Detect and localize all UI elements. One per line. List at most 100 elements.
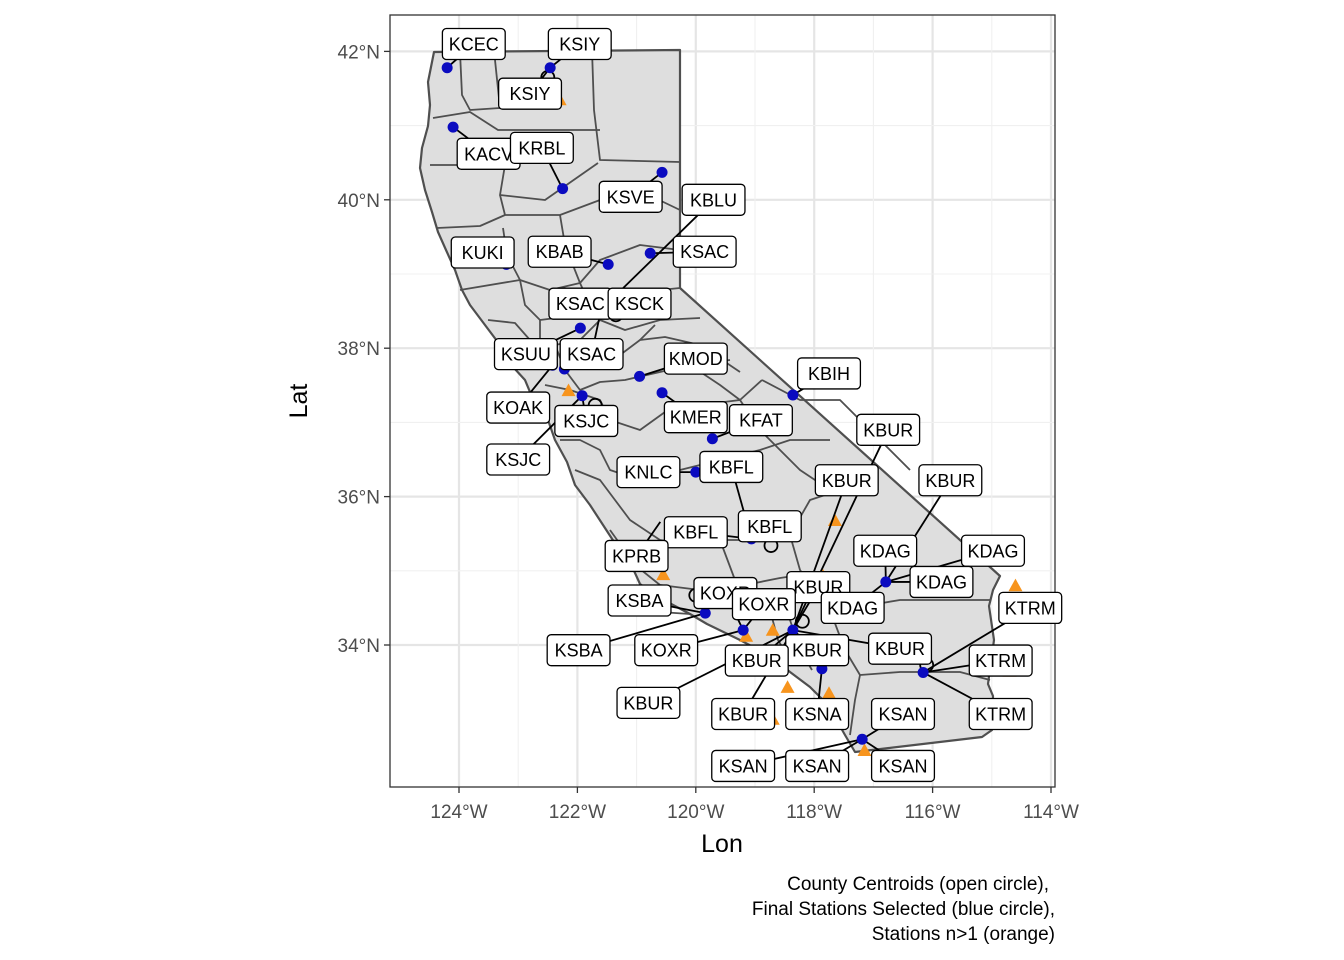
selected-station-marker <box>699 607 711 619</box>
station-label-text: KSBA <box>616 591 664 611</box>
station-label-box <box>497 77 563 110</box>
station-label: KSIY <box>547 27 612 61</box>
station-label-text: KTRM <box>1005 598 1056 618</box>
y-axis-tick-label: 36°N <box>338 488 380 509</box>
station-label: KBFL <box>663 516 728 549</box>
selected-station-marker <box>574 322 586 334</box>
station-label-box <box>527 235 592 268</box>
station-label: KTRM <box>968 697 1033 731</box>
station-label-text: KACV <box>464 144 513 164</box>
station-label-box <box>616 686 681 720</box>
station-label-text: KSIY <box>559 34 600 54</box>
station-label-text: KUKI <box>462 243 504 263</box>
selected-station-marker <box>656 166 668 178</box>
station-label-box <box>493 337 558 371</box>
selected-station-marker <box>634 370 646 382</box>
station-label: KDAG <box>853 534 918 567</box>
y-axis-tick-label: 40°N <box>338 191 380 212</box>
station-label-box <box>968 644 1033 677</box>
station-label-box <box>663 516 728 549</box>
station-label: KBUR <box>918 464 983 497</box>
station-label-box <box>731 588 796 621</box>
station-label-box <box>663 342 728 375</box>
station-label-text: KPRB <box>612 546 661 566</box>
selected-station-marker <box>441 62 453 74</box>
station-label-text: KBUR <box>822 471 872 491</box>
selected-station-marker <box>602 258 614 270</box>
x-axis-tick-label: 114°W <box>1023 802 1079 823</box>
station-label: KSNA <box>785 697 850 731</box>
station-label: KBFL <box>737 510 802 543</box>
x-axis-tick-label: 122°W <box>549 802 606 823</box>
y-axis-tick-label: 38°N <box>338 339 380 360</box>
station-label-box <box>699 450 764 484</box>
station-label: KSUU <box>493 337 558 371</box>
x-axis-title: Lon <box>701 830 743 858</box>
station-label-box <box>598 180 663 213</box>
station-label-box <box>856 413 921 446</box>
station-label-text: KBUR <box>925 471 975 491</box>
station-label: KTRM <box>998 591 1063 625</box>
station-label-text: KRBL <box>518 138 565 158</box>
station-label-text: KSNA <box>793 705 842 725</box>
station-label-box <box>450 236 515 269</box>
station-label-text: KBUR <box>875 639 925 659</box>
y-axis-tick-label: 34°N <box>338 636 380 657</box>
caption-line-selected: Final Stations Selected (blue circle), <box>752 899 1055 920</box>
station-label-box <box>785 697 850 731</box>
station-label-text: KBAB <box>536 242 584 262</box>
station-label-box <box>509 131 574 165</box>
station-label-text: KBIH <box>808 364 850 384</box>
station-label-box <box>711 697 776 731</box>
selected-station-marker <box>856 733 868 745</box>
station-label-box <box>867 632 933 665</box>
station-label-box <box>737 510 802 543</box>
selected-station-marker <box>576 390 588 402</box>
station-label-box <box>960 534 1026 567</box>
station-label-text: KBFL <box>747 517 792 537</box>
station-label: KBLU <box>681 183 746 216</box>
station-label: KSBA <box>546 634 611 667</box>
station-label-text: KSJC <box>495 450 541 470</box>
station-label: KSCK <box>607 287 672 320</box>
station-label-box <box>554 404 619 438</box>
station-label-box <box>918 464 983 497</box>
y-axis-title: Lat <box>285 384 313 419</box>
x-axis-tick-label: 120°W <box>667 802 724 823</box>
map-caption: County Centroids (open circle), Final St… <box>752 874 1055 945</box>
station-label: KSAC <box>548 287 613 320</box>
station-label: KTRM <box>968 644 1033 677</box>
station-label: KSAC <box>559 337 624 371</box>
selected-station-marker <box>917 666 929 678</box>
station-label: KNLC <box>616 455 681 489</box>
station-label-box <box>785 749 850 783</box>
multi-station-marker <box>656 567 671 581</box>
station-label: KRBL <box>509 131 574 165</box>
station-label: KBUR <box>616 686 681 720</box>
station-label-text: KSVE <box>607 187 655 207</box>
station-label: KMOD <box>663 342 728 375</box>
x-axis-tick-label: 116°W <box>905 802 961 823</box>
station-label-text: KSJC <box>563 411 609 431</box>
station-label-box <box>607 584 672 617</box>
station-label: KBUR <box>814 464 879 497</box>
selected-station-marker <box>656 387 668 399</box>
station-label-box <box>607 287 672 320</box>
multi-station-marker <box>739 629 754 642</box>
station-label-text: KDAG <box>827 598 878 618</box>
station-label: KOXR <box>634 634 699 667</box>
station-label-text: KOXR <box>641 641 692 661</box>
station-labels: KCEC KSIY KSIY KACV KRBL KSVE KBLU KUKI KBAB KSAC… <box>441 27 1063 783</box>
station-label-box <box>672 235 737 268</box>
station-label-text: KBUR <box>718 705 768 725</box>
station-label-text: KBUR <box>732 651 782 671</box>
selected-station-marker <box>880 576 892 588</box>
station-label: KBAB <box>527 235 592 268</box>
station-label: KBFL <box>699 450 764 484</box>
station-label-text: KSAN <box>878 705 927 725</box>
station-label: KOAK <box>486 391 551 424</box>
station-label-text: KDAG <box>967 541 1018 561</box>
station-label: KSBA <box>607 584 672 617</box>
station-label: KMER <box>663 401 728 434</box>
